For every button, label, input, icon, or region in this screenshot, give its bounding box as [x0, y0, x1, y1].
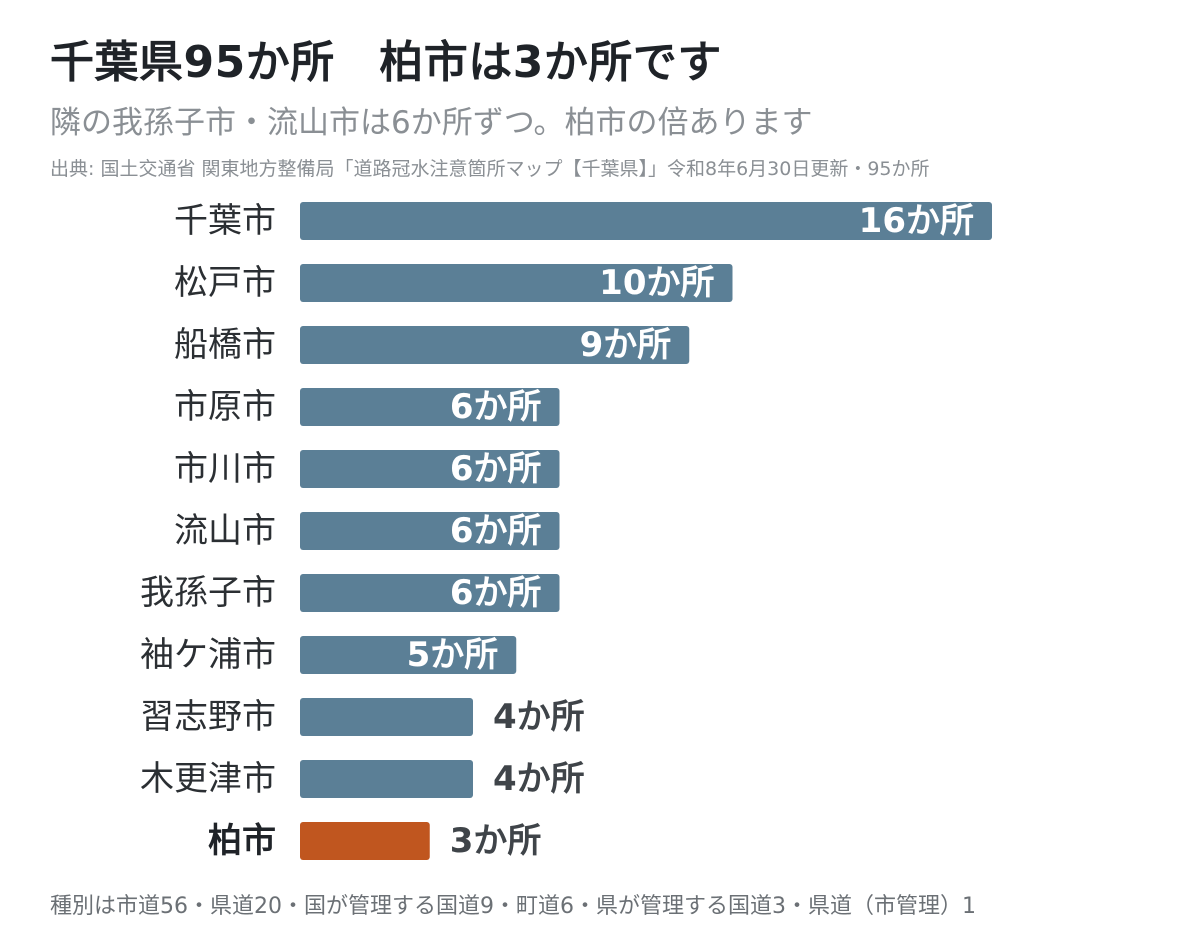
category-label: 千葉市 [174, 201, 276, 241]
category-label: 袖ケ浦市 [140, 635, 276, 675]
bar [300, 326, 690, 364]
bar [300, 450, 560, 488]
value-label: 16か所 [859, 201, 974, 241]
value-label: 6か所 [450, 449, 542, 489]
footer-note: 種別は市道56・県道20・国が管理する国道9・町道6・県が管理する国道3・県道（… [50, 894, 976, 919]
value-label: 4か所 [493, 759, 585, 799]
value-label: 3か所 [450, 821, 542, 861]
category-label: 柏市 [208, 821, 276, 861]
category-label: 市原市 [174, 387, 276, 427]
bar [300, 202, 992, 240]
category-label: 船橋市 [174, 325, 276, 365]
category-label: 我孫子市 [140, 573, 276, 613]
category-label: 市川市 [174, 449, 276, 489]
value-label: 4か所 [493, 697, 585, 737]
value-label: 9か所 [580, 325, 672, 365]
category-label: 習志野市 [140, 697, 276, 737]
category-label: 松戸市 [174, 263, 276, 303]
bar [300, 822, 430, 860]
chart-title: 千葉県95か所 柏市は3か所です [50, 37, 722, 88]
bar [300, 388, 560, 426]
category-label: 木更津市 [140, 759, 276, 799]
category-label: 流山市 [174, 511, 276, 551]
chart-subtitle: 隣の我孫子市・流山市は6か所ずつ。柏市の倍あります [50, 105, 813, 141]
value-label: 6か所 [450, 573, 542, 613]
bar [300, 512, 560, 550]
source-note: 出典: 国土交通省 関東地方整備局「道路冠水注意箇所マップ【千葉県】」令和8年6… [50, 158, 930, 180]
bar [300, 574, 560, 612]
bar [300, 698, 473, 736]
value-label: 5か所 [407, 635, 499, 675]
bar [300, 760, 473, 798]
value-label: 6か所 [450, 387, 542, 427]
bar [300, 636, 517, 674]
bar [300, 264, 733, 302]
value-label: 10か所 [599, 263, 714, 303]
value-label: 6か所 [450, 511, 542, 551]
